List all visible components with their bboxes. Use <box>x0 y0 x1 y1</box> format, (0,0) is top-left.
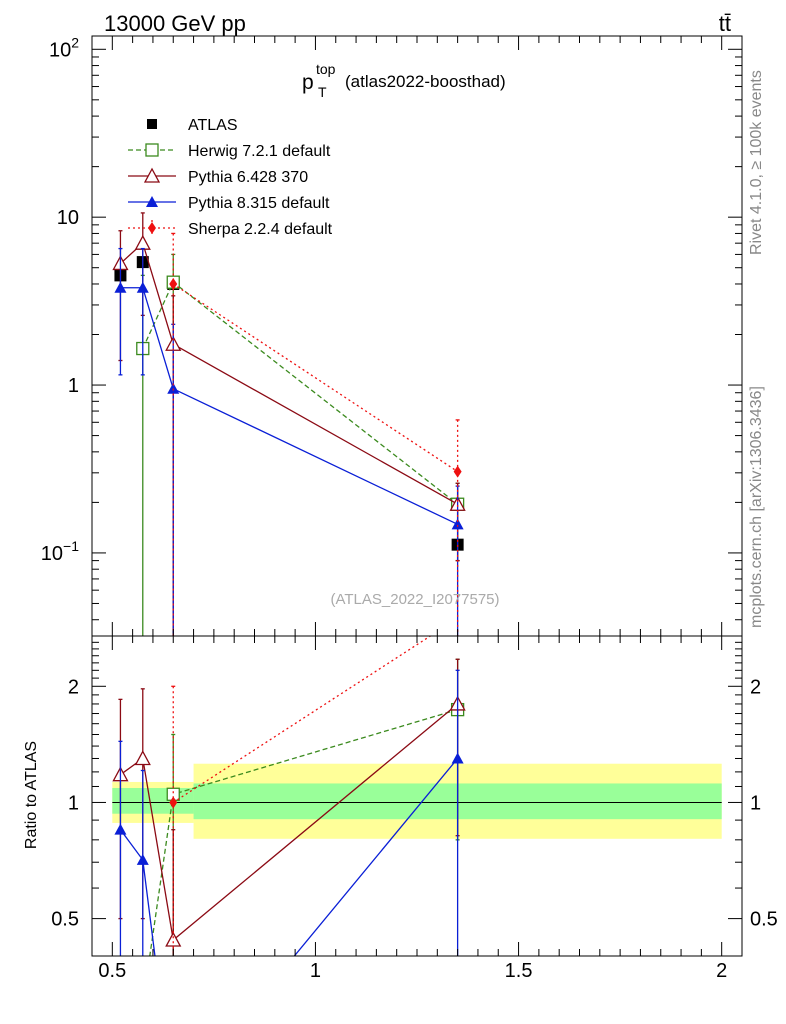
header-left: 13000 GeV pp <box>104 11 246 36</box>
main-line-2 <box>120 242 458 505</box>
ratio-point-1-2 <box>165 931 182 947</box>
legend-marker-2 <box>143 167 161 183</box>
plot-title: p top T (atlas2022-boosthad) <box>302 61 506 100</box>
main-ytick-label-1: 10 <box>57 207 79 229</box>
xtick-label-2: 1.5 <box>505 960 533 982</box>
title-sup: top <box>316 61 336 77</box>
main-point-3-0 <box>114 281 127 293</box>
ratio-point-2-4 <box>451 752 464 764</box>
legend-label-1: Herwig 7.2.1 default <box>188 143 331 160</box>
xtick-label-3: 2 <box>716 960 727 982</box>
legend: ATLAS Herwig 7.2.1 default Pythia 6.428 37… <box>128 117 333 238</box>
main-line-3 <box>120 287 458 525</box>
xtick-label-0: 0.5 <box>98 960 126 982</box>
legend-label-4: Sherpa 2.2.4 default <box>188 221 333 238</box>
legend-label-2: Pythia 6.428 370 <box>188 169 308 186</box>
main-point-3-1 <box>136 281 149 293</box>
legend-label-3: Pythia 8.315 default <box>188 195 330 212</box>
legend-label-0: ATLAS <box>188 117 238 134</box>
main-point-3-3 <box>451 518 464 530</box>
ratio-ytick-label-right-1: 1 <box>750 792 761 814</box>
title-sub: T <box>318 84 327 100</box>
ratio-line-1 <box>120 703 459 942</box>
ratio-ytick-label-right-2: 0.5 <box>750 909 778 931</box>
rivet-label: Rivet 4.1.0, ≥ 100k events <box>748 70 765 255</box>
ratio-ytick-label-left-2: 0.5 <box>51 909 79 931</box>
legend-marker-1 <box>145 143 159 157</box>
main-line-1 <box>142 281 459 505</box>
ratio-plot-area <box>112 636 722 956</box>
ratio-point-1-1 <box>134 750 151 766</box>
ratio-line-2 <box>119 758 459 956</box>
main-point-3-2 <box>167 382 180 394</box>
legend-marker-0 <box>147 119 157 129</box>
ratio-point-2-0 <box>114 823 127 835</box>
mcplots-label: mcplots.cern.ch [arXiv:1306.3436] <box>748 386 765 628</box>
ratio-ytick-label-left-1: 1 <box>68 792 79 814</box>
ratio-point-3-0 <box>169 796 178 809</box>
ratio-ytick-label-left-0: 2 <box>68 676 79 698</box>
xtick-label-1: 1 <box>310 960 321 982</box>
main-ytick-label-3: 10−1 <box>41 538 79 565</box>
main-point-4-0 <box>169 277 178 290</box>
main-ytick-label-2: 1 <box>68 375 79 397</box>
ratio-ytick-label-right-0: 2 <box>750 676 761 698</box>
main-ytick-label-0: 102 <box>49 34 79 61</box>
header-right: tt̄ <box>719 11 731 36</box>
title-p: p <box>302 71 314 94</box>
main-point-4-1 <box>453 465 462 478</box>
main-line-4 <box>172 283 458 473</box>
ratio-line-0 <box>149 709 458 956</box>
ratio-point-2-1 <box>136 853 149 865</box>
axes: 102 10 1 10−1 2 2 1 1 0.5 0.5 0.5 1 1.5 2 <box>41 34 778 982</box>
legend-marker-3 <box>146 196 158 207</box>
ratio-line-3 <box>172 636 432 803</box>
main-plot-area <box>112 212 466 636</box>
main-point-2-1 <box>134 234 151 250</box>
title-rest: (atlas2022-boosthad) <box>345 72 506 91</box>
analysis-watermark: (ATLAS_2022_I2077575) <box>330 591 499 608</box>
legend-marker-4 <box>148 222 156 234</box>
ratio-ylabel: Ratio to ATLAS <box>23 741 40 849</box>
